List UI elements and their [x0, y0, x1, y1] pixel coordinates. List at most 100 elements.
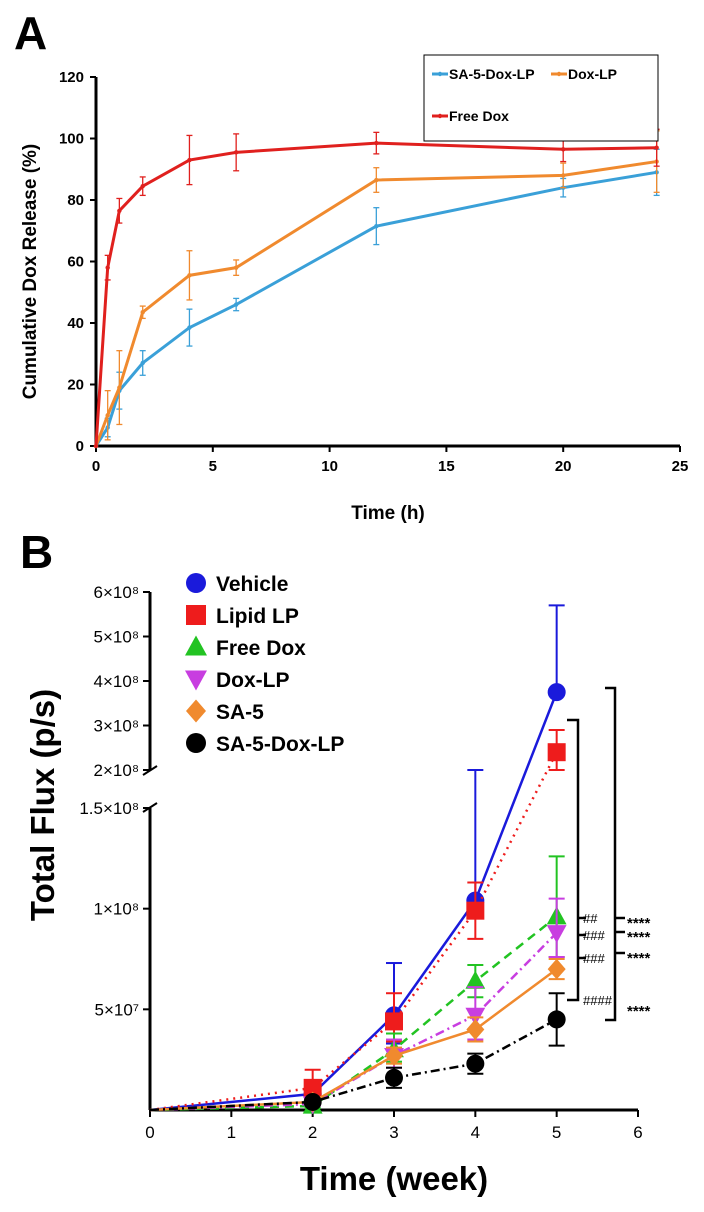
hash-label: ###: [583, 951, 605, 966]
series-line: [149, 968, 558, 1112]
legend-marker: [556, 71, 562, 77]
data-point: [547, 958, 566, 980]
y-tick-label: 100: [59, 131, 84, 148]
legend-label: SA-5-Dox-LP: [216, 733, 344, 756]
x-tick-label: 5: [209, 458, 217, 475]
legend-label: Dox-LP: [568, 66, 617, 82]
series-line: [149, 691, 558, 1112]
panel-a-label: A: [14, 7, 48, 59]
legend-label: Lipid LP: [216, 605, 299, 628]
legend-label: SA-5-Dox-LP: [449, 66, 535, 82]
x-tick-label: 6: [633, 1123, 642, 1142]
star-label: ****: [627, 929, 651, 946]
series-dox-lp: [149, 897, 567, 1115]
data-point: [561, 147, 566, 152]
data-point: [185, 635, 207, 656]
data-point: [303, 1092, 322, 1111]
data-point: [105, 413, 110, 418]
y-tick-label: 20: [67, 377, 84, 394]
legend-label: Free Dox: [449, 108, 509, 124]
x-tick-label: 15: [438, 458, 455, 475]
legend-label: SA-5: [216, 701, 264, 724]
y-tick-label: 4×10⁸: [94, 672, 139, 691]
legend-item: Free Dox: [185, 635, 306, 660]
data-point: [374, 140, 379, 146]
data-point: [561, 173, 566, 178]
y-tick-label: 40: [67, 315, 84, 332]
x-tick-label: 3: [389, 1123, 398, 1142]
data-point: [140, 360, 145, 366]
data-point: [185, 670, 207, 691]
x-axis-title: Time (h): [351, 503, 425, 524]
significance-annotations: ############****************: [567, 686, 651, 1022]
data-point: [93, 443, 99, 449]
data-point: [547, 683, 566, 702]
legend-item: Dox-LP: [185, 669, 290, 692]
star-bracket: [605, 686, 617, 1022]
y-tick-label: 2×10⁸: [94, 761, 139, 780]
legend-box: [423, 54, 659, 142]
data-point: [186, 699, 206, 723]
legend-marker: [437, 71, 443, 77]
series-lipid-lp: [149, 728, 566, 1112]
data-point: [385, 1068, 403, 1087]
y-tick-label: 3×10⁸: [94, 717, 139, 736]
series-line: [149, 1018, 558, 1112]
y-tick-label: 60: [67, 254, 84, 271]
legend-label: Free Dox: [216, 637, 306, 660]
data-point: [385, 1012, 403, 1031]
chart-a-release: 0 20 40 60 80 100 120 0 5 10 15 20 25 Time (h) Cumulat…: [20, 54, 689, 524]
panel-b-label: B: [20, 526, 54, 578]
data-point: [546, 925, 567, 944]
data-point: [140, 183, 145, 189]
data-point: [465, 970, 486, 989]
legend-label: Dox-LP: [216, 669, 290, 692]
data-point: [466, 1054, 485, 1073]
series-sa-5-dox-lp: [149, 992, 566, 1112]
hash-label: ###: [583, 928, 605, 943]
legend-item: Vehicle: [186, 573, 288, 596]
data-point: [303, 1078, 322, 1097]
data-point: [187, 325, 192, 330]
x-tick-label: 0: [92, 458, 100, 475]
y-tick-label: 0: [76, 438, 84, 455]
data-point: [385, 1045, 403, 1066]
hash-label: ####: [583, 993, 613, 1008]
y-axis-title: Cumulative Dox Release (%): [20, 144, 41, 400]
x-tick-label: 20: [555, 458, 572, 475]
x-tick-label: 1: [227, 1123, 236, 1142]
data-point: [233, 302, 239, 307]
star-label: ****: [627, 950, 651, 967]
y-tick-label: 1×10⁸: [94, 900, 139, 919]
x-tick-label: 0: [145, 1123, 154, 1142]
legend-item: Lipid LP: [186, 605, 299, 628]
y-tick-label: 5×10⁷: [95, 1000, 139, 1019]
data-point: [654, 145, 659, 150]
legend-item: SA-5-Dox-LP: [186, 733, 344, 756]
x-tick-label: 5: [552, 1123, 561, 1142]
y-tick-label: 1.5×10⁸: [79, 799, 139, 818]
data-point: [187, 273, 192, 278]
data-point: [186, 573, 206, 593]
data-point: [186, 733, 206, 753]
y-tick-label: 120: [59, 69, 84, 86]
star-label: ****: [627, 915, 651, 932]
x-tick-label: 4: [471, 1123, 480, 1142]
series-line: [149, 931, 558, 1112]
hash-bracket: [567, 718, 580, 1002]
data-point: [117, 208, 122, 213]
data-point: [547, 743, 566, 762]
data-point: [374, 177, 379, 183]
data-point: [233, 265, 239, 270]
data-point: [105, 265, 110, 270]
x-axis-title: Time (week): [300, 1160, 488, 1197]
legend-label: Vehicle: [216, 573, 288, 596]
y-tick-label: 5×10⁸: [94, 628, 139, 647]
y-tick-label: 80: [67, 192, 84, 209]
x-tick-label: 25: [672, 458, 689, 475]
legend-item: SA-5: [186, 699, 264, 724]
data-point: [187, 157, 192, 163]
data-point: [117, 385, 122, 390]
data-point: [140, 310, 145, 315]
legend-marker: [437, 113, 443, 119]
